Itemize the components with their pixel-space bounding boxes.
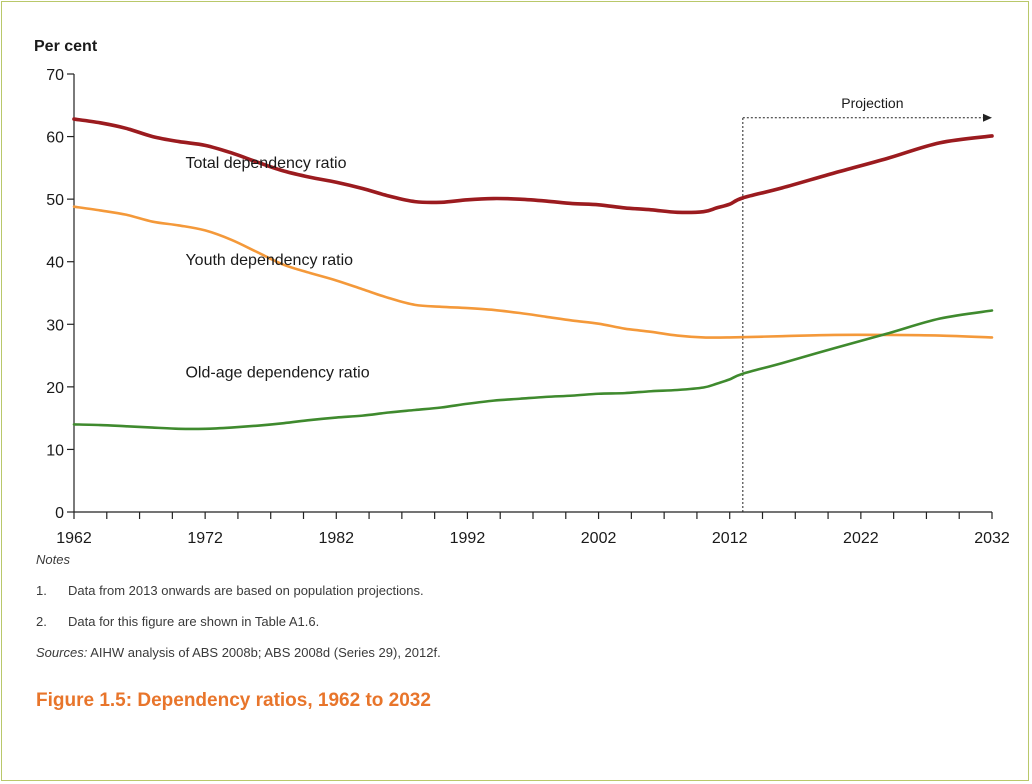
y-tick-label: 40 xyxy=(46,255,64,272)
axes-layer: 0 10 20 30 40 50 60 70 1962 1972 1982 1992 2002 2012 2… xyxy=(46,67,1010,547)
projection-label: Projection xyxy=(841,95,903,111)
sources-text: AIHW analysis of ABS 2008b; ABS 2008d (S… xyxy=(87,645,441,660)
y-tick-label: 30 xyxy=(46,317,64,334)
series-label-youth: Youth dependency ratio xyxy=(185,252,353,269)
x-tick-label: 1972 xyxy=(187,530,223,547)
series-layer xyxy=(72,117,994,431)
x-tick-label: 1992 xyxy=(450,530,486,547)
series-labels: Total dependency ratio Youth dependency r… xyxy=(185,155,369,382)
projection-marker: Projection xyxy=(742,95,992,512)
x-tick-label: 2012 xyxy=(712,530,748,547)
projection-arrowhead xyxy=(983,113,992,122)
x-tick-label: 2032 xyxy=(974,530,1010,547)
note-item: 2. Data for this figure are shown in Tab… xyxy=(36,614,319,629)
series-label-total: Total dependency ratio xyxy=(185,155,346,172)
note-item: 1. Data from 2013 onwards are based on p… xyxy=(36,583,424,598)
note-text: Data for this figure are shown in Table … xyxy=(68,614,320,629)
x-tick-label: 2022 xyxy=(843,530,879,547)
y-tick-label: 0 xyxy=(55,505,64,522)
y-tick-label: 10 xyxy=(46,442,64,459)
figure-caption: Figure 1.5: Dependency ratios, 1962 to 2… xyxy=(36,690,431,711)
note-number: 2. xyxy=(36,614,47,629)
dependency-ratio-chart: Per cent 0 10 20 30 40 50 60 70 1962 1972 1982 1992… xyxy=(34,38,1010,547)
x-tick-label: 2002 xyxy=(581,530,617,547)
series-label-old_age: Old-age dependency ratio xyxy=(185,364,369,381)
note-number: 1. xyxy=(36,583,47,598)
series-line-total xyxy=(72,117,994,215)
y-axis-title: Per cent xyxy=(34,38,98,55)
sources-label: Sources: xyxy=(36,645,88,660)
y-tick-label: 60 xyxy=(46,130,64,147)
notes-heading: Notes xyxy=(36,552,70,567)
y-tick-label: 70 xyxy=(46,67,64,84)
x-tick-label: 1962 xyxy=(56,530,92,547)
y-tick-label: 50 xyxy=(46,192,64,209)
note-text: Data from 2013 onwards are based on popu… xyxy=(68,583,424,598)
y-tick-label: 20 xyxy=(46,380,64,397)
series-line-youth xyxy=(72,205,994,339)
x-tick-label: 1982 xyxy=(318,530,354,547)
sources-line: Sources: AIHW analysis of ABS 2008b; ABS… xyxy=(36,645,441,660)
series-line-old_age xyxy=(72,309,994,431)
